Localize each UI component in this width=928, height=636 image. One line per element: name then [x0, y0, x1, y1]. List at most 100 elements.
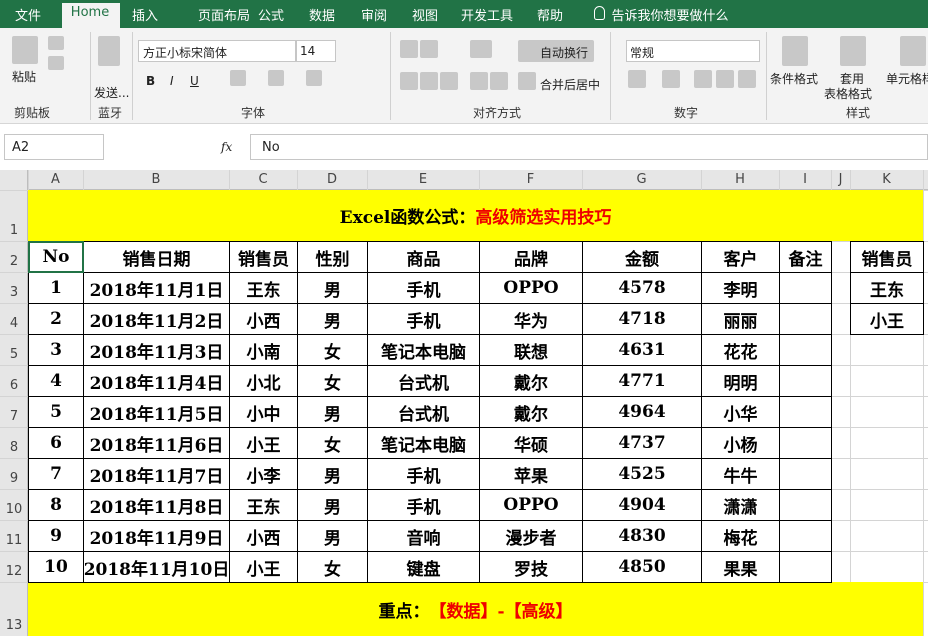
ribbon-icon[interactable]: [840, 36, 866, 66]
ribbon-icon[interactable]: [98, 36, 120, 66]
formula-content[interactable]: No: [262, 140, 280, 155]
table-cell[interactable]: 8: [28, 489, 84, 521]
table-cell[interactable]: 罗技: [479, 551, 583, 583]
table-cell[interactable]: 小王: [850, 303, 924, 335]
ribbon-icon[interactable]: [470, 72, 488, 90]
table-cell[interactable]: [779, 334, 832, 366]
table-cell[interactable]: 6: [28, 427, 84, 459]
ribbon-icon[interactable]: [900, 36, 926, 66]
table-cell[interactable]: 4578: [582, 272, 702, 304]
table-cell[interactable]: 梅花: [701, 520, 780, 552]
table-cell[interactable]: 台式机: [367, 365, 480, 397]
ribbon-icon[interactable]: [470, 40, 492, 58]
table-cell[interactable]: 2018年11月4日: [83, 365, 230, 397]
font-size-box[interactable]: [296, 40, 336, 62]
table-cell[interactable]: 牛牛: [701, 458, 780, 490]
table-cell[interactable]: 王东: [850, 272, 924, 304]
table-cell[interactable]: 4830: [582, 520, 702, 552]
table-cell[interactable]: 键盘: [367, 551, 480, 583]
table-cell[interactable]: 华为: [479, 303, 583, 335]
table-cell[interactable]: 女: [297, 334, 368, 366]
ribbon-icon[interactable]: [518, 40, 594, 62]
ribbon-icon[interactable]: [400, 72, 418, 90]
table-cell[interactable]: 2018年11月1日: [83, 272, 230, 304]
table-cell[interactable]: 王东: [229, 272, 298, 304]
ribbon-icon[interactable]: [518, 72, 536, 90]
table-cell[interactable]: 4718: [582, 303, 702, 335]
name-box-frame[interactable]: [4, 134, 104, 160]
table-cell[interactable]: 手机: [367, 303, 480, 335]
table-cell[interactable]: 7: [28, 458, 84, 490]
table-cell[interactable]: 商品: [367, 241, 480, 273]
column-header[interactable]: A: [51, 172, 60, 187]
row-header[interactable]: 7: [9, 409, 19, 424]
table-cell[interactable]: 4525: [582, 458, 702, 490]
ribbon-conditional-format[interactable]: 条件格式: [770, 72, 819, 86]
ribbon-wrap-text[interactable]: 自动换行: [540, 46, 589, 60]
table-cell[interactable]: [779, 489, 832, 521]
table-cell[interactable]: 果果: [701, 551, 780, 583]
row-header[interactable]: 9: [9, 471, 19, 486]
ribbon-bluetooth-send[interactable]: 发送...: [94, 86, 130, 100]
ribbon-icon[interactable]: [268, 70, 284, 86]
table-cell[interactable]: 潇潇: [701, 489, 780, 521]
table-cell[interactable]: [779, 551, 832, 583]
table-cell[interactable]: 品牌: [479, 241, 583, 273]
table-cell[interactable]: 女: [297, 365, 368, 397]
ribbon-icon[interactable]: [230, 70, 246, 86]
table-cell[interactable]: 李明: [701, 272, 780, 304]
row-header[interactable]: 13: [5, 618, 23, 633]
ribbon-number-format[interactable]: 常规: [630, 46, 655, 60]
table-cell[interactable]: 小王: [229, 551, 298, 583]
table-cell[interactable]: 华硕: [479, 427, 583, 459]
table-cell[interactable]: 台式机: [367, 396, 480, 428]
table-cell[interactable]: 笔记本电脑: [367, 334, 480, 366]
ribbon-cell-style[interactable]: 单元格样式: [886, 72, 928, 86]
ribbon-font-size[interactable]: 14: [300, 44, 316, 58]
table-cell[interactable]: 手机: [367, 272, 480, 304]
table-cell[interactable]: [779, 520, 832, 552]
table-cell[interactable]: 小李: [229, 458, 298, 490]
table-cell[interactable]: 手机: [367, 458, 480, 490]
ribbon-paste[interactable]: 粘贴: [12, 70, 37, 84]
table-cell[interactable]: 丽丽: [701, 303, 780, 335]
row-header[interactable]: 8: [9, 440, 19, 455]
table-cell[interactable]: 2018年11月6日: [83, 427, 230, 459]
table-cell[interactable]: 小杨: [701, 427, 780, 459]
ribbon-tab[interactable]: 页面布局: [197, 9, 251, 24]
fx-button[interactable]: fx: [221, 140, 233, 154]
table-cell[interactable]: [779, 427, 832, 459]
table-cell[interactable]: 备注: [779, 241, 832, 273]
ribbon-icon[interactable]: [48, 36, 64, 50]
row-header[interactable]: 1: [9, 223, 19, 238]
table-cell[interactable]: 男: [297, 396, 368, 428]
ribbon-icon[interactable]: [400, 40, 418, 58]
ribbon-tab[interactable]: 帮助: [536, 9, 564, 24]
table-cell[interactable]: 小南: [229, 334, 298, 366]
table-cell[interactable]: 销售日期: [83, 241, 230, 273]
table-cell[interactable]: 女: [297, 427, 368, 459]
table-cell[interactable]: [779, 272, 832, 304]
table-cell[interactable]: No: [28, 241, 84, 273]
column-header[interactable]: D: [326, 172, 337, 187]
ribbon-tab[interactable]: 视图: [411, 9, 439, 24]
ribbon-merge-center[interactable]: 合并后居中: [540, 78, 601, 92]
row-header[interactable]: 3: [9, 285, 19, 300]
table-cell[interactable]: 2018年11月9日: [83, 520, 230, 552]
table-cell[interactable]: 金额: [582, 241, 702, 273]
table-cell[interactable]: 男: [297, 458, 368, 490]
table-cell[interactable]: 客户: [701, 241, 780, 273]
ribbon-icon[interactable]: [782, 36, 808, 66]
column-header[interactable]: G: [636, 172, 647, 187]
ribbon-tab[interactable]: 审阅: [360, 9, 388, 24]
table-cell[interactable]: 4631: [582, 334, 702, 366]
row-header[interactable]: 4: [9, 316, 19, 331]
ribbon-font-name[interactable]: 方正小标宋简体: [143, 46, 228, 60]
table-cell[interactable]: 5: [28, 396, 84, 428]
ribbon-icon[interactable]: [628, 70, 646, 88]
table-cell[interactable]: 2018年11月5日: [83, 396, 230, 428]
column-header[interactable]: J: [838, 172, 843, 187]
row-header[interactable]: 11: [5, 533, 23, 548]
table-cell[interactable]: 2018年11月7日: [83, 458, 230, 490]
table-cell[interactable]: 联想: [479, 334, 583, 366]
